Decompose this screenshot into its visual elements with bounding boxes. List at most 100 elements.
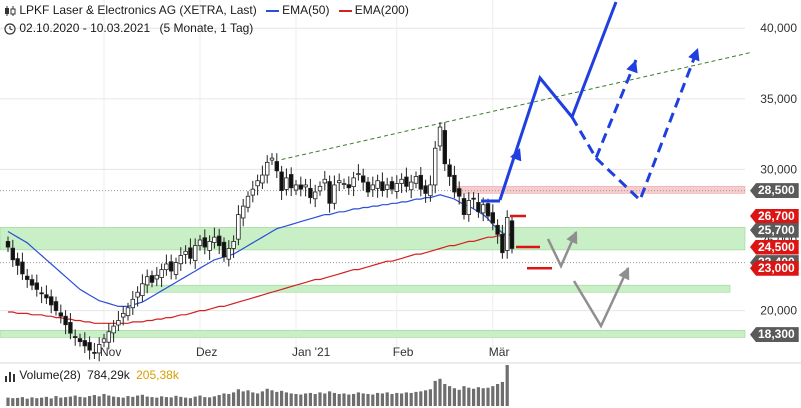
volume-bar <box>102 393 106 406</box>
candle <box>495 224 500 235</box>
volume-bar <box>256 393 260 406</box>
volume-bar <box>208 397 212 406</box>
volume-bar <box>260 391 264 406</box>
volume-bar <box>433 380 437 406</box>
volume-legend: Volume(28) 784,29k 205,38k <box>4 368 179 382</box>
candlestick-icon <box>5 5 16 16</box>
volume-bar <box>419 391 423 406</box>
candle <box>365 181 371 193</box>
candle <box>197 239 203 247</box>
candle <box>394 183 399 192</box>
x-tick-label: Nov <box>100 345 121 359</box>
volume-bar <box>232 392 236 406</box>
blue-dashed-scenario-1 <box>570 59 638 162</box>
candle <box>308 187 313 199</box>
volume-bar <box>284 392 288 406</box>
candle <box>121 313 126 318</box>
volume-bar <box>323 393 327 406</box>
volume-bar <box>462 386 466 406</box>
volume-bar <box>88 396 92 406</box>
candle <box>92 351 97 354</box>
volume-bar <box>59 397 63 406</box>
candle <box>461 198 467 215</box>
candle <box>447 164 452 177</box>
volume-bar <box>371 394 375 406</box>
candle <box>384 184 390 190</box>
candle <box>456 188 462 197</box>
candle <box>212 236 217 243</box>
volume-bar <box>280 390 284 406</box>
candle <box>77 338 83 343</box>
candle <box>231 241 236 249</box>
volume-bar <box>83 397 87 406</box>
volume-bar <box>308 392 312 406</box>
volume-bar <box>390 393 394 406</box>
candle <box>428 184 433 197</box>
volume-bar <box>107 395 111 406</box>
volume-bar <box>54 396 58 406</box>
ema200-legend-label: EMA(200) <box>354 3 409 17</box>
candle <box>34 282 39 290</box>
x-tick-label: Dez <box>196 345 217 359</box>
volume-bar <box>400 393 404 406</box>
candle <box>188 247 193 259</box>
candle <box>485 203 491 217</box>
candle <box>509 220 515 249</box>
candle <box>298 184 303 190</box>
candle <box>183 250 188 255</box>
volume-bar <box>193 396 197 406</box>
candle <box>288 174 294 189</box>
volume-bar <box>131 396 135 406</box>
candle <box>408 181 414 191</box>
candle <box>389 181 395 190</box>
volume-bar <box>217 395 221 406</box>
candle <box>82 340 87 347</box>
volume-bar <box>227 393 231 406</box>
volume-bar <box>20 397 24 406</box>
candle <box>476 202 481 213</box>
volume-bar <box>265 388 269 406</box>
candle <box>24 275 30 280</box>
candle <box>173 262 179 275</box>
candle <box>351 177 356 188</box>
volume-bar <box>270 390 274 406</box>
candle <box>202 237 207 248</box>
period-label: (5 Monate, 1 Tag) <box>159 21 254 35</box>
candle <box>269 157 275 161</box>
candle <box>437 126 443 147</box>
candle <box>284 177 289 190</box>
y-tick-label: 20,000 <box>760 304 797 318</box>
volume-bar <box>342 393 346 406</box>
volume-bar <box>366 393 370 406</box>
candle <box>255 180 260 187</box>
candle <box>404 176 409 187</box>
volume-bar <box>92 395 96 406</box>
candle <box>20 261 25 275</box>
bar-chart-icon <box>5 371 15 382</box>
volume-bar <box>212 396 216 406</box>
volume-bar <box>112 396 116 406</box>
candle <box>44 294 49 299</box>
blue-dashed-arrow-head-1 <box>626 60 638 74</box>
blue-dashed-scenario-2 <box>594 47 700 203</box>
candle <box>260 174 265 184</box>
ema50-legend-label: EMA(50) <box>282 3 330 17</box>
price-level-bubble: 26,700 <box>750 208 799 224</box>
candle <box>336 180 342 184</box>
y-tick-label: 40,000 <box>760 21 797 35</box>
gray-arrow-head-2 <box>618 267 630 281</box>
price-level-bubble: 28,500 <box>750 183 799 199</box>
candle <box>39 292 44 295</box>
candle <box>226 248 231 260</box>
y-tick-label: 35,000 <box>760 92 797 106</box>
candle <box>317 185 323 192</box>
candle <box>413 176 419 184</box>
candle <box>29 279 35 286</box>
candle <box>192 245 198 262</box>
volume-bar <box>443 384 447 406</box>
candle <box>106 331 111 343</box>
volume-bar <box>491 386 495 406</box>
candle <box>49 296 54 306</box>
volume-bar <box>299 394 303 406</box>
volume-bar <box>184 397 188 406</box>
